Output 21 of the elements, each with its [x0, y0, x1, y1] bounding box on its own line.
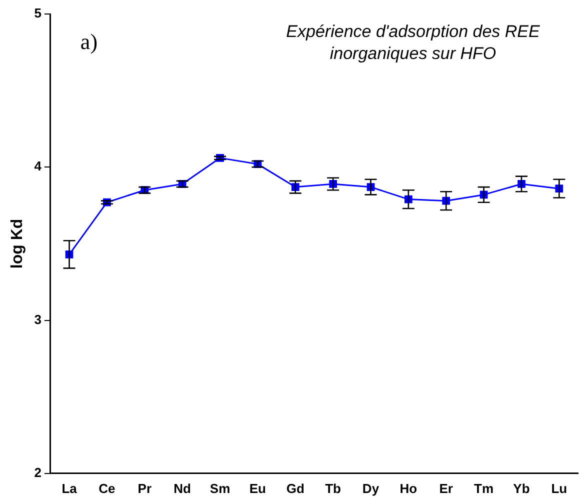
x-tick-label: Ce: [98, 480, 116, 496]
x-tick-label: Tm: [474, 480, 494, 496]
y-tick-label: 5: [34, 6, 42, 21]
x-tick-label: Pr: [138, 480, 152, 496]
x-tick-label: La: [62, 480, 78, 496]
x-tick-label: Sm: [210, 480, 230, 496]
x-tick-label: Nd: [174, 480, 192, 496]
y-axis-title: log Kd: [9, 218, 26, 269]
x-tick-label: Ho: [400, 480, 418, 496]
y-tick-label: 3: [34, 312, 42, 327]
x-tick-label: Yb: [513, 480, 530, 496]
x-tick-label: Eu: [249, 480, 266, 496]
y-tick-label: 4: [34, 158, 42, 174]
x-tick-label: Dy: [362, 480, 380, 496]
x-tick-label: Er: [439, 480, 453, 496]
annotation: a): [80, 28, 98, 54]
x-tick-label: Gd: [286, 480, 304, 496]
x-tick-label: Lu: [551, 480, 568, 496]
y-tick-label: 2: [34, 464, 42, 480]
text: Expérience d'adsorption des REE inorganiques sur HFO: [286, 22, 540, 64]
x-tick-label: Tb: [325, 480, 342, 496]
